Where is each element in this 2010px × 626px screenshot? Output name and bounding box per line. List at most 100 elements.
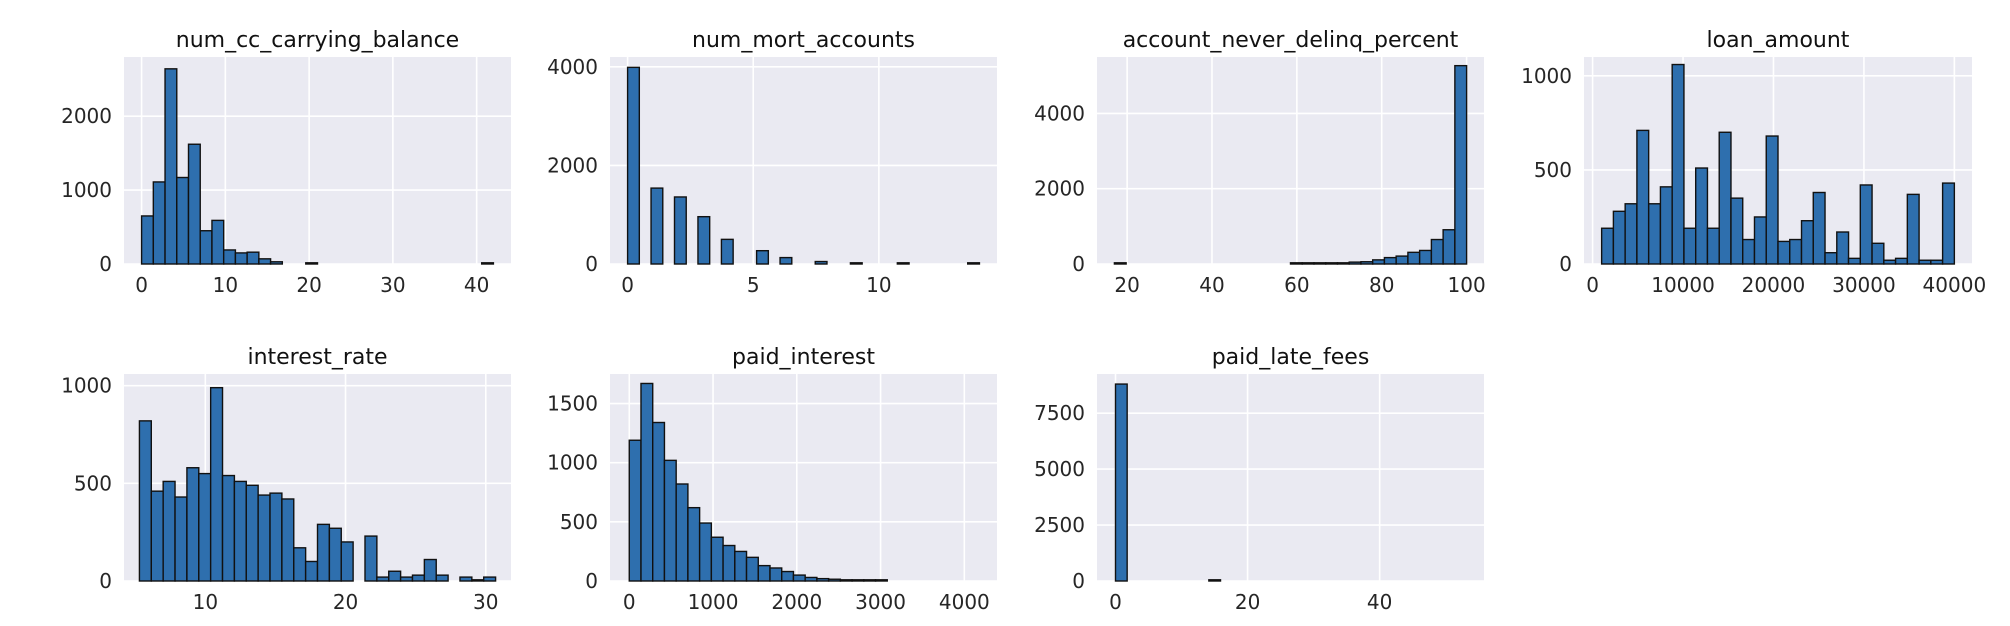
histogram-bar xyxy=(1847,257,1862,265)
histogram-bar xyxy=(138,420,152,582)
histogram-bar xyxy=(720,238,734,265)
histogram-bar xyxy=(1730,197,1744,265)
histogram-bar xyxy=(849,262,863,265)
histogram-bar xyxy=(1671,63,1685,265)
histogram-bar xyxy=(140,215,155,265)
x-tick-label: 10000 xyxy=(1651,273,1715,297)
histogram-bar xyxy=(663,459,677,582)
histogram-bar xyxy=(480,262,495,265)
histogram-bar xyxy=(246,251,260,265)
plot-area xyxy=(1097,374,1484,581)
y-tick-label: 2000 xyxy=(61,104,112,128)
histogram-bar xyxy=(245,484,259,582)
histogram-bar xyxy=(281,498,295,582)
chart-title: paid_late_fees xyxy=(1212,345,1370,370)
histogram-bar xyxy=(471,579,485,582)
histogram-bar xyxy=(316,523,331,582)
histogram-bar xyxy=(745,556,759,582)
histogram-bar xyxy=(1336,262,1350,265)
y-tick-label: 0 xyxy=(99,569,112,593)
x-tick-label: 80 xyxy=(1369,273,1394,297)
histogram-bar xyxy=(640,382,654,582)
y-tick-label: 0 xyxy=(1072,569,1085,593)
histogram-panel-6: 0 1000 2000 3000 4000 0 500 1000 1500 paid_intere… xyxy=(547,345,997,614)
x-tick-label: 3000 xyxy=(855,590,906,614)
chart-title: num_cc_carrying_balance xyxy=(176,28,459,53)
histogram-bar xyxy=(769,567,783,582)
histogram-bar xyxy=(233,480,247,582)
histogram-bar xyxy=(967,262,981,265)
histogram-bar xyxy=(376,576,390,582)
histogram-bar xyxy=(1371,259,1386,265)
y-tick-label: 4000 xyxy=(547,55,598,79)
histogram-bar xyxy=(851,579,865,582)
y-tick-label: 500 xyxy=(1534,158,1572,182)
histogram-bar xyxy=(199,230,213,265)
y-tick-label: 4000 xyxy=(1034,101,1085,125)
histogram-bar xyxy=(1360,261,1374,265)
x-tick-label: 30 xyxy=(380,273,405,297)
x-tick-label: 10 xyxy=(866,273,891,297)
histogram-bar xyxy=(1612,210,1626,265)
histogram-bar xyxy=(459,576,473,582)
histogram-bar xyxy=(781,570,795,582)
y-tick-label: 7500 xyxy=(1034,401,1085,425)
x-tick-label: 20000 xyxy=(1742,273,1806,297)
histogram-bar xyxy=(734,550,748,582)
histogram-panel-4: 0 10000 20000 30000 40000 0 500 1000 loan_amount xyxy=(1521,28,1986,297)
histogram-bar xyxy=(1742,238,1756,265)
histogram-bar xyxy=(1765,135,1779,265)
histogram-bar xyxy=(174,496,188,582)
histogram-bar xyxy=(874,579,888,582)
y-tick-label: 5000 xyxy=(1034,457,1085,481)
histogram-bar xyxy=(388,570,402,582)
histogram-bar xyxy=(757,564,771,582)
chart-title: paid_interest xyxy=(732,345,875,370)
histogram-bar xyxy=(399,576,414,582)
histogram-bar xyxy=(710,536,724,582)
x-tick-label: 0 xyxy=(1109,590,1122,614)
histogram-bar xyxy=(1894,257,1909,265)
histogram-bar xyxy=(626,66,641,265)
histogram-panel-3: 20 40 60 80 100 0 2000 4000 account_never_delinq… xyxy=(1034,28,1486,297)
histogram-bar xyxy=(827,578,842,582)
chart-title: account_never_delinq_percent xyxy=(1123,28,1459,53)
histogram-bar xyxy=(221,474,236,582)
histogram-bar xyxy=(1383,256,1397,265)
y-tick-label: 2000 xyxy=(1034,177,1085,201)
x-tick-label: 20 xyxy=(1235,590,1260,614)
y-tick-label: 1000 xyxy=(1521,64,1572,88)
y-tick-label: 1500 xyxy=(547,392,598,416)
histogram-bar xyxy=(1600,227,1615,265)
histogram-bar xyxy=(779,256,793,265)
histogram-bar xyxy=(628,439,642,582)
x-tick-label: 4000 xyxy=(939,590,990,614)
chart-title: num_mort_accounts xyxy=(692,28,915,53)
histogram-bar xyxy=(896,262,910,265)
histogram-bar xyxy=(1325,262,1339,265)
x-tick-label: 0 xyxy=(623,590,636,614)
histogram-bar xyxy=(1800,220,1814,265)
histogram-bar xyxy=(150,490,164,582)
histogram-bar xyxy=(673,196,687,265)
x-tick-label: 100 xyxy=(1448,273,1486,297)
histogram-bar xyxy=(187,143,201,265)
x-tick-label: 40 xyxy=(1199,273,1224,297)
x-tick-label: 2000 xyxy=(771,590,822,614)
histogram-panel-1: 0 10 20 30 40 0 1000 2000 num_cc_carrying_balanc… xyxy=(61,28,511,297)
histogram-panel-7: 0 20 40 0 2500 5000 7500 paid_late_fees xyxy=(1034,345,1484,614)
histogram-bar xyxy=(1918,259,1932,265)
histogram-bar xyxy=(675,483,689,582)
histogram-bar xyxy=(1624,203,1638,265)
chart-title: interest_rate xyxy=(247,345,387,370)
histogram-bar xyxy=(411,574,426,582)
histogram-bar xyxy=(269,261,284,265)
x-tick-label: 20 xyxy=(333,590,358,614)
x-tick-label: 20 xyxy=(1114,273,1139,297)
histogram-bar xyxy=(839,579,853,582)
histogram-bar xyxy=(698,522,713,582)
y-tick-label: 500 xyxy=(560,510,598,534)
histogram-bar xyxy=(328,527,342,582)
y-tick-label: 1000 xyxy=(547,451,598,475)
x-tick-label: 40000 xyxy=(1923,273,1987,297)
